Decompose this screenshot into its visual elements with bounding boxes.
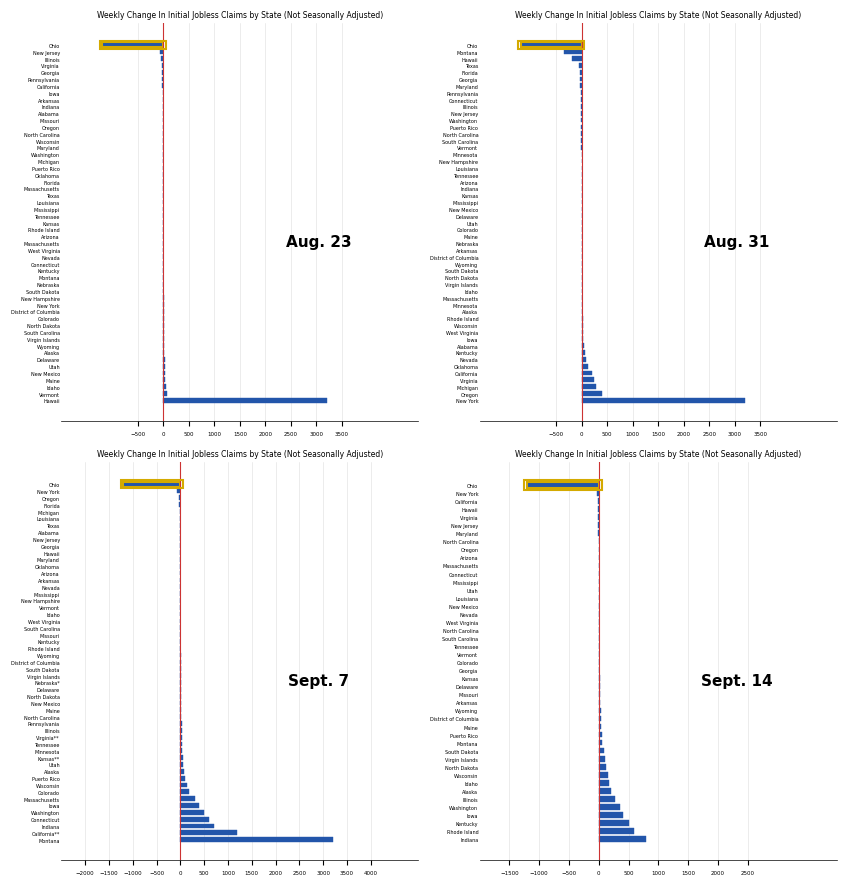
Bar — [181, 756, 182, 760]
Bar — [181, 734, 182, 740]
Bar — [181, 769, 184, 773]
Bar — [160, 51, 164, 55]
Bar — [582, 385, 596, 390]
Bar — [164, 392, 167, 396]
Bar — [181, 837, 332, 842]
Bar — [581, 98, 582, 103]
Bar — [164, 399, 326, 403]
Bar — [181, 810, 204, 815]
Bar — [599, 812, 622, 818]
Bar — [582, 337, 583, 342]
Bar — [580, 78, 582, 82]
Bar — [180, 502, 181, 508]
Text: Aug. 31: Aug. 31 — [704, 235, 770, 250]
Bar — [599, 789, 611, 794]
Title: Weekly Change In Initial Jobless Claims by State (Not Seasonally Adjusted): Weekly Change In Initial Jobless Claims … — [516, 450, 801, 459]
Bar — [527, 483, 599, 488]
Bar — [521, 43, 582, 48]
Title: Weekly Change In Initial Jobless Claims by State (Not Seasonally Adjusted): Weekly Change In Initial Jobless Claims … — [97, 450, 383, 459]
Bar — [580, 71, 582, 75]
Bar — [599, 700, 600, 705]
Bar — [599, 836, 646, 842]
Bar — [181, 797, 194, 801]
Bar — [181, 830, 237, 835]
Bar — [181, 817, 209, 821]
Bar — [582, 344, 583, 349]
Bar — [581, 91, 582, 96]
Bar — [162, 78, 164, 82]
Bar — [179, 496, 181, 501]
Bar — [181, 776, 185, 781]
Bar — [582, 330, 583, 335]
Bar — [161, 57, 164, 62]
Bar — [164, 385, 166, 390]
Bar — [598, 499, 599, 504]
Bar — [582, 358, 586, 362]
Bar — [123, 482, 181, 487]
Bar — [599, 740, 602, 746]
Bar — [164, 344, 165, 349]
Bar — [599, 732, 602, 737]
Bar — [599, 797, 616, 802]
Bar — [582, 364, 588, 369]
Bar — [597, 491, 599, 496]
Bar — [582, 371, 592, 376]
Bar — [599, 748, 604, 754]
Bar — [599, 708, 600, 713]
Title: Weekly Change In Initial Jobless Claims by State (Not Seasonally Adjusted): Weekly Change In Initial Jobless Claims … — [516, 12, 801, 20]
Bar — [181, 789, 189, 795]
Bar — [181, 782, 187, 788]
Bar — [162, 64, 164, 69]
Bar — [599, 804, 620, 810]
Text: Sept. 7: Sept. 7 — [287, 673, 349, 688]
Bar — [102, 43, 164, 48]
Bar — [581, 84, 582, 89]
Bar — [582, 323, 583, 328]
Bar — [582, 392, 602, 396]
Bar — [181, 742, 182, 747]
Bar — [599, 764, 606, 770]
Text: Sept. 14: Sept. 14 — [701, 673, 773, 688]
Bar — [164, 364, 165, 369]
Bar — [181, 804, 199, 808]
Bar — [164, 378, 165, 383]
Bar — [599, 828, 634, 834]
Bar — [582, 399, 745, 403]
Bar — [164, 371, 165, 376]
Bar — [564, 51, 582, 55]
Bar — [578, 64, 582, 69]
Bar — [599, 781, 610, 786]
Bar — [181, 762, 183, 767]
Bar — [599, 820, 628, 826]
Bar — [599, 772, 608, 778]
Text: Aug. 23: Aug. 23 — [286, 235, 351, 250]
Bar — [599, 716, 601, 721]
Bar — [599, 724, 601, 729]
Bar — [164, 351, 165, 355]
Bar — [181, 824, 214, 828]
Bar — [599, 692, 600, 697]
Bar — [164, 358, 165, 362]
Bar — [599, 676, 600, 681]
Bar — [572, 57, 582, 62]
Bar — [599, 756, 605, 762]
Bar — [162, 71, 164, 75]
Title: Weekly Change In Initial Jobless Claims by State (Not Seasonally Adjusted): Weekly Change In Initial Jobless Claims … — [97, 12, 383, 20]
Bar — [162, 84, 164, 89]
Bar — [181, 749, 182, 753]
Bar — [177, 489, 181, 494]
Bar — [582, 378, 594, 383]
Bar — [582, 351, 585, 355]
Bar — [599, 684, 600, 689]
